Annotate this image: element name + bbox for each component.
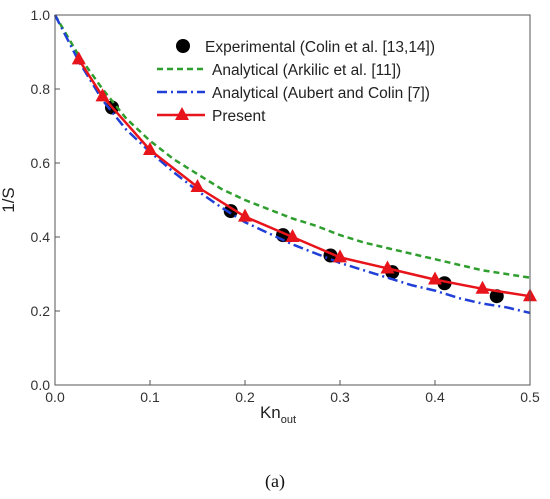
y-tick-label: 0.8: [31, 81, 51, 97]
data-point-experimental: [223, 204, 238, 219]
plot-frame: [54, 14, 531, 386]
data-point-present: [143, 142, 157, 156]
figure-caption: (a): [265, 471, 285, 492]
legend-label-experimental: Experimental (Colin et al. [13,14]): [205, 39, 435, 56]
x-tick-label: 0.5: [520, 389, 540, 405]
legend-label-present: Present: [212, 108, 266, 125]
x-axis-title: Knout: [260, 403, 296, 426]
x-tick-label: 0.2: [235, 389, 255, 405]
series-line-aubert: [53, 14, 531, 315]
data-point-present: [428, 271, 442, 285]
y-tick-label: 0.6: [31, 155, 51, 171]
legend-label-aubert: Analytical (Aubert and Colin [7]): [212, 85, 430, 102]
y-axis-title: 1/S: [0, 187, 18, 213]
data-point-present: [190, 179, 205, 193]
y-tick-label: 0.2: [31, 303, 51, 319]
ticks: 0.0 0.1 0.2 0.3 0.4 0.5 0.0 0.2 0.4 0.6 0.8 1.0: [31, 7, 540, 405]
plot-marks: [53, 14, 537, 315]
x-tick-label: 0.4: [425, 389, 445, 405]
y-tick-label: 0.0: [31, 377, 51, 393]
data-point-present: [475, 280, 490, 294]
legend-marker-experimental: [176, 39, 190, 53]
y-tick-label: 0.4: [31, 229, 51, 245]
data-point-present: [333, 249, 347, 263]
y-tick-label: 1.0: [31, 7, 51, 23]
x-tick-label: 0.1: [140, 389, 160, 405]
legend: Experimental (Colin et al. [13,14]) Anal…: [157, 39, 435, 125]
data-point-present: [238, 208, 252, 222]
data-point-present: [380, 260, 395, 274]
data-point-present: [95, 88, 110, 102]
legend-marker-present: [175, 107, 189, 120]
data-point-present: [71, 51, 86, 65]
series-line-arkilic: [53, 14, 531, 279]
legend-label-arkilic: Analytical (Arkilic et al. [11]): [212, 62, 401, 79]
x-axis-title-subscript: out: [281, 414, 296, 426]
data-point-present: [285, 229, 300, 242]
x-tick-label: 0.0: [45, 389, 65, 405]
x-tick-label: 0.3: [330, 389, 350, 405]
x-axis-title-main: Kn: [260, 403, 281, 422]
